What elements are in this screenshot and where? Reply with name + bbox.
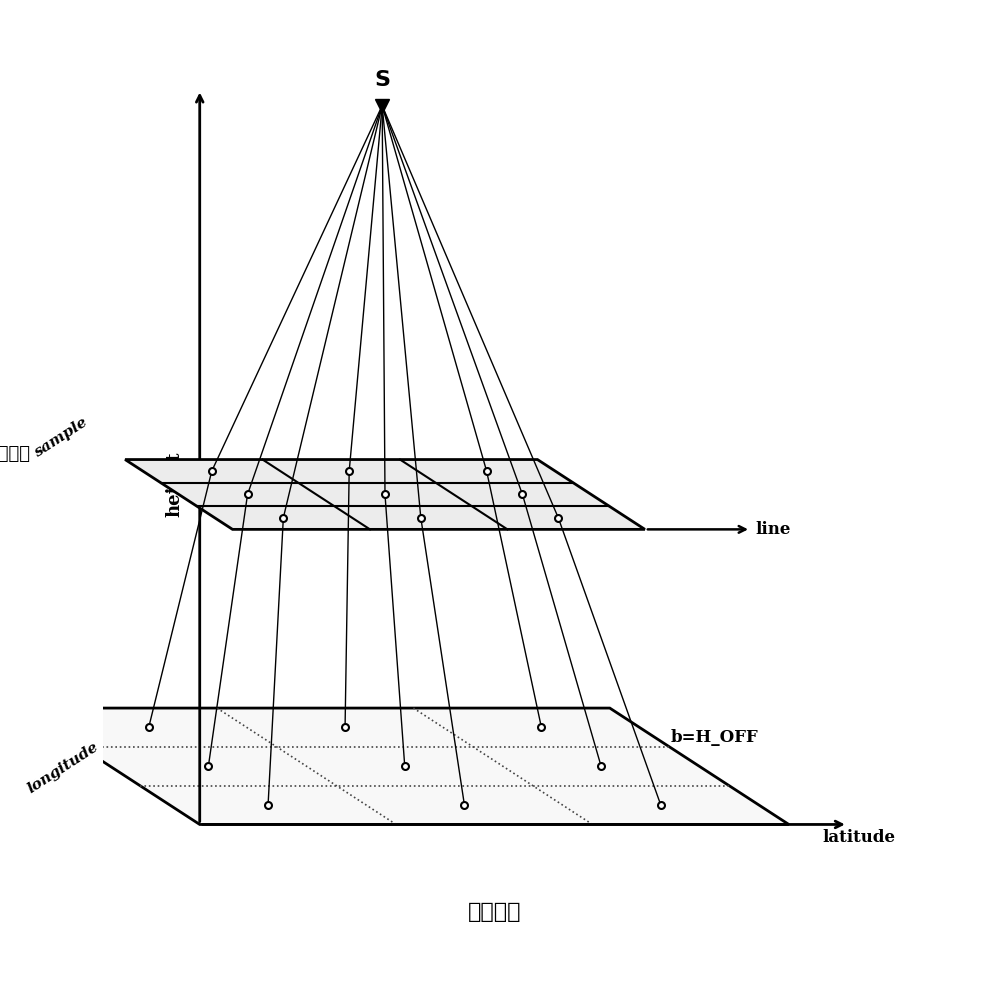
- Polygon shape: [125, 459, 645, 530]
- Text: latitude: latitude: [823, 830, 895, 847]
- Text: longitude: longitude: [25, 739, 101, 796]
- Polygon shape: [21, 708, 789, 825]
- Text: b=H_OFF: b=H_OFF: [671, 729, 759, 745]
- Text: 物方空间: 物方空间: [467, 902, 521, 922]
- Text: sample: sample: [31, 415, 91, 459]
- Text: line: line: [756, 521, 791, 538]
- Text: S: S: [374, 69, 391, 90]
- Text: 像方平面: 像方平面: [0, 445, 31, 463]
- Text: height: height: [165, 451, 184, 517]
